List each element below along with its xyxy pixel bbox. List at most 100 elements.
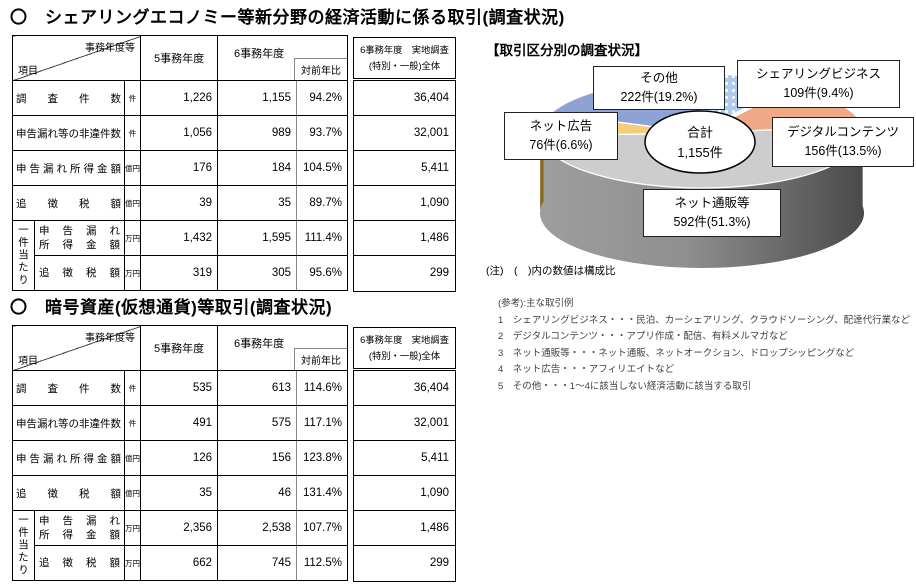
value-fy5: 2,356 [140,510,219,546]
side-table-values: 36,404 32,001 5,411 1,090 1,486 299 [353,370,456,582]
corner-label-item: 項目 [18,356,38,367]
unit-label: 億円 [123,440,142,476]
value-fy6: 613 [217,370,298,406]
value-fy6: 35 [217,185,298,221]
chart-title: 【取引区分別の調査状況】 [486,43,648,58]
segment-value: 109件(9.4%) [783,86,854,100]
value-fy6: 745 [217,545,298,581]
reference-title: (参考):主な取引例 [498,298,574,309]
unit-label: 万円 [123,545,142,581]
row-label-line1: 追徴税額 [39,557,120,569]
value-fy5: 126 [140,440,219,476]
unit-label: 件 [123,405,142,441]
unit-label: 億円 [123,185,142,221]
row-label: 申告漏れ所得金額 [12,150,125,186]
row-label: 調査件数 [12,370,125,406]
side-table-header: 6事務年度 実地調査 (特別・一般)全体 [353,37,456,79]
side-header-line2: (特別・一般)全体 [368,351,441,361]
crypto-asset-table: 事務年度等 項目 5事務年度 6事務年度 対前年比 調査件数 件 535 613… [11,325,349,581]
unit-label: 件 [123,115,142,151]
reference-item: 2 デジタルコンテンツ・・・アプリ作成・配信、有料メルマガなど [498,331,788,342]
segment-name: ネット広告 [529,119,593,133]
value-yoy: 94.2% [296,80,349,116]
side-value: 1,486 [354,511,455,546]
value-fy6: 2,538 [217,510,298,546]
row-label-line1: 申告漏れ [39,515,120,527]
side-header-line1: 6事務年度 実地調査 [360,44,449,55]
sharing-economy-table: 事務年度等 項目 5事務年度 6事務年度 対前年比 調査件数 件 1,226 1… [11,35,349,291]
yoy-sub-header: 対前年比 [294,58,347,80]
value-fy5: 535 [140,370,219,406]
value-fy6: 575 [217,405,298,441]
col-header-fy5: 5事務年度 [140,325,219,371]
segment-value: 76件(6.6%) [529,138,593,152]
side-table-values: 36,404 32,001 5,411 1,090 1,486 299 [353,80,456,292]
row-label: 申告漏れ所得金額 [12,440,125,476]
side-value: 299 [429,557,449,569]
corner-label-fiscal-year: 事務年度等 [85,333,136,344]
side-value: 1,486 [354,221,455,256]
reference-item: 5 その他・・・1〜4に該当しない経済活動に該当する取引 [498,380,752,392]
unit-label: 万円 [123,255,142,291]
value-yoy: 89.7% [296,185,349,221]
unit-label: 億円 [123,150,142,186]
table-corner-cell: 事務年度等 項目 [11,35,142,81]
total-value: 1,155件 [677,145,723,160]
row-label: 調査件数 [12,80,125,116]
section1-title: 〇 シェアリングエコノミー等新分野の経済活動に係る取引(調査状況) [10,8,565,27]
col-header-fy5: 5事務年度 [140,35,219,81]
side-table-header: 6事務年度 実地調査 (特別・一般)全体 [353,327,456,369]
side-value: 36,404 [354,81,455,116]
pie-label-other: その他 222件(19.2%) [593,66,725,110]
segment-name: デジタルコンテンツ [786,125,899,139]
value-fy5: 662 [140,545,219,581]
value-fy6: 46 [217,475,298,511]
value-fy5: 1,056 [140,115,219,151]
reference-item: 3 ネット通販等・・・ネット通販、ネットオークション、ドロップシッピングなど [498,347,855,359]
unit-label: 億円 [123,475,142,511]
value-fy6: 305 [217,255,298,291]
table-corner-cell: 事務年度等 項目 [11,325,142,371]
unit-label: 件 [123,80,142,116]
total-caption: 合計 [686,125,713,140]
pie-total-label: 合計 1,155件 [645,117,755,169]
unit-label: 件 [123,370,142,406]
row-label-line2: 所得金額 [39,529,120,541]
side-value: 1,090 [354,186,455,221]
value-fy5: 491 [140,405,219,441]
per-case-group-label: 一件当たり [12,510,35,581]
pie-label-net-shopping: ネット通販等 592件(51.3%) [643,189,781,237]
row-label-line1: 追徴税額 [39,267,120,279]
segment-value: 592件(51.3%) [673,215,751,229]
value-yoy: 107.7% [296,510,349,546]
value-fy5: 1,432 [140,220,219,256]
row-label-line1: 申告漏れ [39,225,120,237]
row-label: 追徴税額 [34,255,125,291]
row-label: 申告漏れ 所得金額 [34,220,125,256]
reference-item: 4 ネット広告・・・アフィリエイトなど [498,364,675,375]
fy6-label: 6事務年度 [234,48,285,60]
side-value: 5,411 [354,151,455,186]
value-yoy: 114.6% [296,370,349,406]
row-label: 追徴税額 [12,475,125,511]
side-value: 32,001 [354,406,455,441]
unit-label: 万円 [123,220,142,256]
segment-value: 156件(13.5%) [804,144,882,158]
pie-label-digital-contents: デジタルコンテンツ 156件(13.5%) [772,117,914,167]
value-fy5: 176 [140,150,219,186]
col-header-fy6: 6事務年度 対前年比 [217,35,349,81]
reference-examples: (参考):主な取引例 1 シェアリングビジネス・・・民泊、カーシェアリング、クラ… [498,296,910,395]
corner-label-fiscal-year: 事務年度等 [85,43,136,54]
side-value: 1,090 [354,476,455,511]
value-yoy: 117.1% [296,405,349,441]
value-fy6: 1,595 [217,220,298,256]
value-fy6: 184 [217,150,298,186]
pie-label-sharing-business: シェアリングビジネス 109件(9.4%) [737,60,900,108]
section2-title: 〇 暗号資産(仮想通貨)等取引(調査状況) [10,298,333,317]
value-fy6: 989 [217,115,298,151]
segment-name: ネット通販等 [674,196,750,210]
row-label: 追徴税額 [34,545,125,581]
per-case-group-label: 一件当たり [12,220,35,291]
chart-note: (注) ( )内の数値は構成比 [486,265,616,277]
value-yoy: 93.7% [296,115,349,151]
